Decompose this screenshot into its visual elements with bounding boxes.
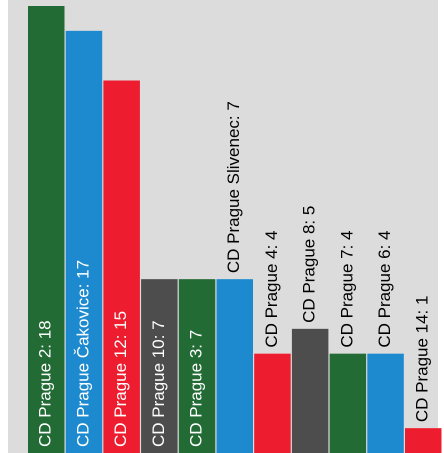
bar-1 bbox=[28, 6, 65, 453]
bar-label-4: CD Prague 10: 7 bbox=[149, 320, 168, 447]
bar-11 bbox=[405, 428, 442, 453]
bar-label-10: CD Prague 6: 4 bbox=[375, 230, 394, 347]
bar-label-2: CD Prague Čakovice: 17 bbox=[73, 260, 92, 447]
bar-label-7: CD Prague 4: 4 bbox=[262, 230, 281, 347]
bar-label-8: CD Prague 8: 5 bbox=[300, 206, 319, 323]
bar-label-11: CD Prague 14: 1 bbox=[413, 296, 432, 423]
bar-label-5: CD Prague 3: 7 bbox=[187, 330, 206, 447]
bar-label-6: CD Prague Slivenec: 7 bbox=[224, 101, 243, 273]
bar-10 bbox=[367, 353, 404, 453]
bar-5 bbox=[178, 279, 216, 453]
bar-label-3: CD Prague 12: 15 bbox=[111, 311, 130, 447]
bar-8 bbox=[291, 328, 329, 453]
bars-group bbox=[28, 6, 442, 453]
bar-9 bbox=[329, 353, 367, 453]
bar-7 bbox=[254, 353, 291, 453]
bar-2 bbox=[65, 30, 103, 453]
bar-4 bbox=[141, 279, 178, 453]
bar-label-1: CD Prague 2: 18 bbox=[36, 320, 55, 447]
bar-3 bbox=[103, 80, 140, 453]
bar-6 bbox=[216, 279, 253, 453]
labels-group: CD Prague 2: 18 CD Prague Čakovice: 17 CD … bbox=[36, 101, 432, 447]
bar-label-9: CD Prague 7: 4 bbox=[337, 230, 356, 347]
